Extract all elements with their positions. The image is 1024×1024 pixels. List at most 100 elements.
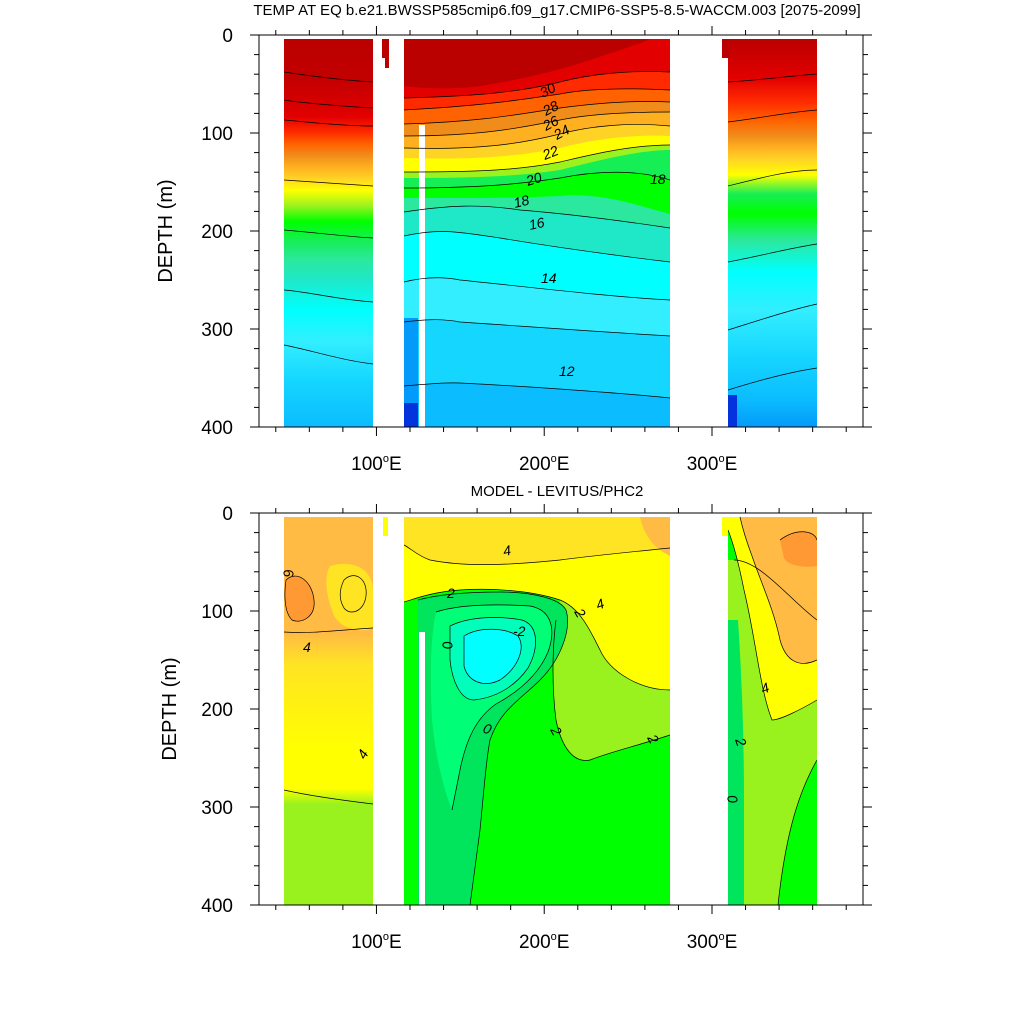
anomaly-label-0-west: 0 xyxy=(439,640,456,651)
anomaly-contour-indian-4 xyxy=(283,627,374,633)
land-maritime-continent-b xyxy=(373,513,387,905)
land-south-america-b xyxy=(670,513,722,905)
atlantic-isotherm-f xyxy=(727,367,818,391)
pacific-isotherm-14 xyxy=(403,277,671,301)
anomaly-contour-pacific-4 xyxy=(403,544,671,565)
atlantic-temp-deep-west xyxy=(728,395,737,427)
anomaly-panel: MODEL - LEVITUS/PHC2 xyxy=(159,483,872,953)
pacific-anomaly-cold-core xyxy=(464,629,522,684)
anomaly-contour-pacific-m2 xyxy=(449,617,536,701)
y-tick-label: 300 xyxy=(201,798,233,819)
anomaly-label-6: 6 xyxy=(280,568,297,579)
indian-isotherm-c xyxy=(283,119,374,127)
y-tick-label: 200 xyxy=(201,222,233,243)
pacific-isotherm-12 xyxy=(403,382,671,399)
contour-label-16: 16 xyxy=(527,214,546,233)
land-africa-east xyxy=(817,35,863,427)
contour-label-28: 28 xyxy=(539,97,561,119)
x-tick-label: 300oE xyxy=(687,931,738,953)
contour-label-14: 14 xyxy=(541,270,557,286)
temperature-axes: 100oE 200oE 300oE 0 100 200 300 400 xyxy=(201,26,872,475)
land-strip-top-1 xyxy=(259,513,863,517)
indonesia-anomaly-column xyxy=(383,517,388,536)
y-tick-label: 300 xyxy=(201,320,233,341)
indian-isotherm-b xyxy=(283,99,374,109)
pacific-anomaly-lightgreen-east xyxy=(553,600,670,761)
atlantic-temperature-fill xyxy=(728,39,817,427)
anomaly-label-4-pacific: 4 xyxy=(502,542,513,559)
pacific-isotherm-16 xyxy=(403,205,671,229)
atlantic-anomaly-notch xyxy=(722,517,728,536)
pacific-temperature-fill xyxy=(404,39,670,427)
anomaly-contour-lines xyxy=(283,516,818,905)
atlantic-anomaly-cold-west xyxy=(728,620,744,905)
indian-isotherm-g xyxy=(283,344,374,365)
contour-label-20: 20 xyxy=(523,169,544,189)
anomaly-y-axis-label: DEPTH (m) xyxy=(159,657,181,760)
anomaly-contour-atlantic-a xyxy=(727,529,818,721)
pacific-isotherm-26 xyxy=(403,101,671,125)
anomaly-contour-pacific-m3 xyxy=(463,628,522,684)
temperature-panel-title: TEMP AT EQ b.e21.BWSSP585cmip6.f09_g17.C… xyxy=(253,2,860,19)
atlantic-temp-notch xyxy=(722,39,730,58)
y-tick-label: 400 xyxy=(201,418,233,439)
contour-label-22: 22 xyxy=(539,142,561,163)
anomaly-label-2-pacific-west: 2 xyxy=(446,585,455,601)
land-mask xyxy=(259,35,863,427)
atlantic-isotherm-d xyxy=(727,243,818,263)
pacific-anomaly-warm-yellow xyxy=(404,517,670,565)
land-africa-east-b xyxy=(817,513,863,905)
indian-isotherm-e xyxy=(283,229,374,239)
atlantic-isotherm-c xyxy=(727,169,818,187)
land-maritime-continent-2 xyxy=(389,35,404,427)
land-africa-west xyxy=(259,35,284,427)
pacific-anomaly-orange-east xyxy=(640,517,670,556)
anomaly-contour-pacific-m1 xyxy=(435,604,553,811)
atlantic-isotherm-e xyxy=(727,303,818,331)
pacific-isotherm-13 xyxy=(403,319,671,337)
anomaly-contour-indian-5 xyxy=(284,575,315,622)
pacific-anomaly-fill xyxy=(404,517,670,905)
anomaly-contour-atlantic-b xyxy=(739,516,818,664)
anomaly-contour-indian-3 xyxy=(283,789,374,805)
land-maritime-continent xyxy=(373,35,382,427)
x-tick-label: 200oE xyxy=(519,453,570,475)
atlantic-isotherm-b xyxy=(727,109,818,123)
contour-label-18: 18 xyxy=(512,192,531,211)
x-tick-label: 100oE xyxy=(351,931,402,953)
anomaly-contour-pacific-lg xyxy=(552,619,671,761)
pacific-isotherm-18 xyxy=(403,171,671,189)
y-tick-label: 400 xyxy=(201,896,233,917)
pacific-land-strip xyxy=(419,125,425,427)
atlantic-isotherm-a xyxy=(727,73,818,83)
temperature-y-axis-label: DEPTH (m) xyxy=(155,179,177,282)
pacific-isotherm-22 xyxy=(403,124,671,149)
indian-isotherm-d xyxy=(283,179,374,187)
contour-label-26: 26 xyxy=(539,112,561,134)
temperature-panel: TEMP AT EQ b.e21.BWSSP585cmip6.f09_g17.C… xyxy=(155,2,872,475)
anomaly-contour-atlantic-d xyxy=(733,559,818,621)
x-tick-label: 200oE xyxy=(519,931,570,953)
land-south-america xyxy=(670,35,722,427)
indonesia-temp-column xyxy=(382,39,389,58)
anomaly-contour-atlantic-c xyxy=(779,531,818,541)
anomaly-label-minus2: -2 xyxy=(513,623,526,639)
y-tick-label: 0 xyxy=(222,26,233,47)
y-tick-label: 0 xyxy=(222,504,233,525)
indian-isotherm-f xyxy=(283,289,374,303)
pacific-land-strip-2 xyxy=(419,632,425,905)
pacific-temp-deep-west xyxy=(404,318,418,427)
land-africa-west-b xyxy=(259,513,284,905)
anomaly-label-4-indian: 4 xyxy=(303,639,311,655)
x-tick-label: 300oE xyxy=(687,453,738,475)
land-mask-2 xyxy=(259,513,863,905)
anomaly-contour-indian-blob xyxy=(339,575,367,613)
pacific-isotherm-20 xyxy=(403,144,671,173)
temperature-contour-fill xyxy=(259,35,863,427)
temperature-contour-labels: 30 28 26 24 22 20 18 16 14 12 18 xyxy=(512,79,666,379)
contour-label-18-east: 18 xyxy=(650,171,666,187)
indian-anomaly-warm-core xyxy=(284,576,315,622)
land-maritime-continent-b2 xyxy=(390,513,404,905)
